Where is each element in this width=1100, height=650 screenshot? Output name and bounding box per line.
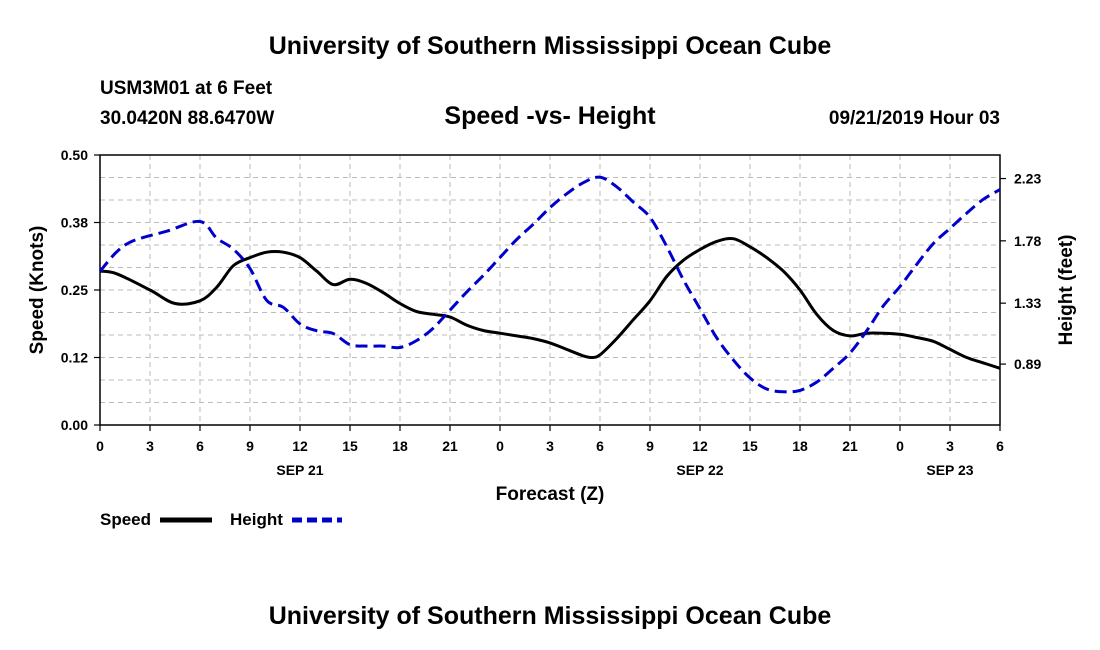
y-tick-label: 0.50: [61, 147, 88, 163]
x-tick-label: 15: [742, 438, 758, 454]
x-tick-label: 6: [596, 438, 604, 454]
x-tick-label: 6: [996, 438, 1004, 454]
x-tick-label: 15: [342, 438, 358, 454]
footer-title: University of Southern Mississippi Ocean…: [269, 602, 832, 630]
date-label: SEP 22: [676, 462, 723, 478]
y2-tick-label: 0.89: [1014, 356, 1041, 372]
y-tick-label: 0.12: [61, 350, 88, 366]
y2-tick-label: 1.78: [1014, 233, 1041, 249]
x-axis-label: Forecast (Z): [496, 484, 605, 505]
coordinates-label: 30.0420N 88.6470W: [100, 108, 274, 129]
x-tick-label: 0: [896, 438, 904, 454]
x-tick-label: 12: [292, 438, 308, 454]
legend-height-label: Height: [230, 510, 283, 529]
x-tick-label: 9: [246, 438, 254, 454]
x-tick-label: 18: [792, 438, 808, 454]
x-tick-label: 3: [946, 438, 954, 454]
x-tick-label: 18: [392, 438, 408, 454]
x-tick-label: 21: [442, 438, 458, 454]
x-tick-label: 12: [692, 438, 708, 454]
series-group: [98, 175, 1001, 394]
datetime-label: 09/21/2019 Hour 03: [829, 108, 1000, 129]
y2-tick-label: 1.33: [1014, 295, 1041, 311]
y2-tick-label: 2.23: [1014, 171, 1041, 187]
date-label: SEP 21: [276, 462, 323, 478]
grid-lines: [100, 155, 1000, 425]
x-tick-label: 3: [546, 438, 554, 454]
y2-axis-label: Height (feet): [1056, 235, 1077, 346]
x-tick-label: 0: [496, 438, 504, 454]
x-tick-label: 0: [96, 438, 104, 454]
y-tick-label: 0.00: [61, 417, 88, 433]
y-axis-label: Speed (Knots): [27, 226, 48, 355]
x-tick-label: 21: [842, 438, 858, 454]
height-series-line: [98, 175, 1001, 394]
speed-series-line: [99, 236, 1001, 370]
axis-ticks: 0 3 6 9 12 15 18 21 0 3 6 9 12 15 18 21 0 3 6 SEP 21 SEP 22 S…: [61, 147, 1042, 478]
y-tick-label: 0.25: [61, 282, 88, 298]
y-tick-label: 0.38: [61, 215, 88, 231]
chart-subtitle: Speed -vs- Height: [444, 102, 656, 130]
legend-speed-label: Speed: [100, 510, 151, 529]
page-title: University of Southern Mississippi Ocean…: [269, 32, 832, 60]
x-tick-label: 6: [196, 438, 204, 454]
x-tick-label: 9: [646, 438, 654, 454]
x-tick-label: 3: [146, 438, 154, 454]
date-label: SEP 23: [926, 462, 973, 478]
station-label: USM3M01 at 6 Feet: [100, 78, 273, 99]
